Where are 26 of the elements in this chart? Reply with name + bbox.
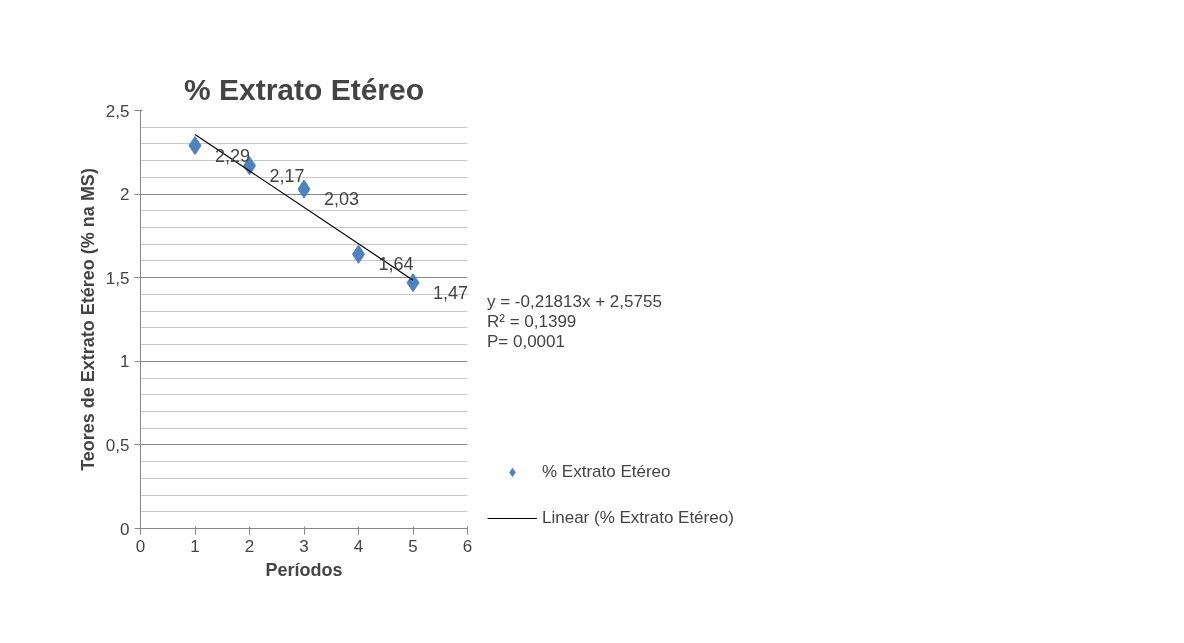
x-tick-label: 2 bbox=[244, 536, 255, 556]
y-tick-label: 2,5 bbox=[105, 101, 130, 121]
x-tick-label: 0 bbox=[135, 536, 146, 556]
data-label: 2,03 bbox=[324, 189, 360, 210]
point bbox=[406, 273, 420, 293]
y-tick-label: 1 bbox=[120, 352, 130, 372]
chart-title: % Extrato Etéreo bbox=[183, 72, 425, 106]
x-tick-label: 6 bbox=[462, 536, 473, 556]
legend-label: % Extrato Etéreo bbox=[542, 462, 671, 482]
text: R² = 0,1399 bbox=[487, 312, 577, 331]
data-label: 1,47 bbox=[433, 282, 469, 303]
x-tick-label: 5 bbox=[408, 536, 418, 556]
x-tick-label: 3 bbox=[299, 536, 309, 556]
x-axis-title: Períodos bbox=[265, 559, 343, 580]
text: P= 0,0001 bbox=[487, 332, 565, 351]
x-tick-label: 4 bbox=[353, 536, 364, 556]
point bbox=[188, 136, 202, 156]
x-tick-label: 1 bbox=[190, 536, 200, 556]
y-tick-label: 2 bbox=[120, 185, 130, 205]
y-axis-title: Teores de Extrato Etéreo (% na MS) bbox=[77, 168, 98, 471]
y-tick-label: 0 bbox=[120, 519, 130, 539]
text: y = -0,21813x + 2,5755 bbox=[487, 292, 662, 311]
y-tick-label: 1,5 bbox=[105, 268, 130, 288]
data-label: 2,17 bbox=[269, 165, 305, 186]
legend-label: Linear (% Extrato Etéreo) bbox=[542, 508, 734, 528]
y-tick-label: 0,5 bbox=[105, 435, 130, 455]
